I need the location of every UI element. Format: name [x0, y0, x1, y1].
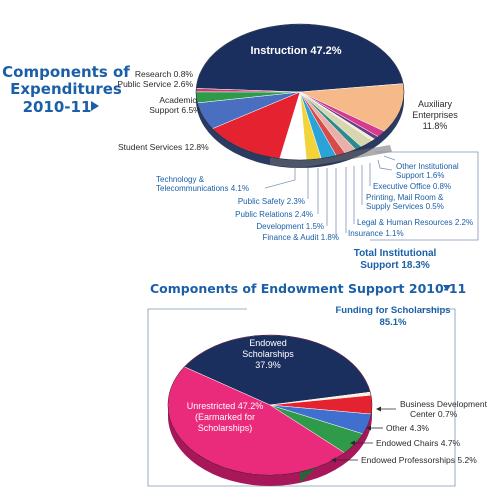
label-other-inst-2: Support 1.6% — [396, 171, 444, 180]
pie-top — [196, 24, 404, 160]
label-research: Research 0.8% — [135, 69, 194, 79]
label-other-end: Other 4.3% — [386, 423, 429, 433]
label-aux-2: Enterprises — [412, 110, 458, 120]
label-unrestricted-2: (Earmarked for — [195, 412, 255, 422]
pie-bottom — [168, 335, 372, 475]
label-funding-1: Funding for Scholarships — [335, 305, 450, 316]
label-public-relations: Public Relations 2.4% — [235, 210, 313, 219]
label-student-services: Student Services 12.8% — [118, 142, 209, 152]
label-insurance: Insurance 1.1% — [348, 229, 404, 238]
label-printing-2: Supply Services 0.5% — [366, 202, 444, 211]
leader-lines-top — [264, 151, 479, 241]
label-technology-2: Telecommunications 4.1% — [156, 184, 249, 193]
label-development: Development 1.5% — [256, 222, 324, 231]
label-academic-1: Academic — [159, 95, 197, 105]
label-scholarships-1: Endowed — [249, 338, 287, 348]
label-total-inst-1: Total Institutional — [354, 248, 437, 259]
label-funding-2: 85.1% — [380, 317, 407, 328]
label-bdc-2: Center 0.7% — [410, 409, 458, 419]
label-other-inst-1: Other Institutional — [396, 162, 459, 171]
endowment-title: Components of Endowment Support 2010-11 — [150, 281, 466, 296]
label-academic-2: Support 6.5% — [149, 105, 201, 115]
pie-slice-instruction — [196, 24, 404, 93]
pie-outline — [195, 23, 405, 161]
label-instruction: Instruction 47.2% — [250, 45, 341, 57]
exp-title-line2: Expenditures — [10, 80, 122, 98]
exp-title-line1: Components of — [2, 63, 130, 81]
label-aux-3: 11.8% — [423, 121, 448, 131]
expenditures-chart — [195, 23, 405, 168]
label-chairs: Endowed Chairs 4.7% — [376, 438, 461, 448]
arrowheads — [331, 406, 381, 463]
section-frame — [147, 308, 456, 487]
exp-title-line3: 2010-11 — [23, 98, 92, 116]
endowment-chart — [167, 334, 373, 486]
label-technology-1: Technology & — [156, 175, 205, 184]
chevron-down-icon — [443, 285, 451, 291]
label-printing-1: Printing, Mail Room & — [366, 193, 444, 202]
pie-outline-bottom — [167, 334, 373, 476]
label-unrestricted-1: Unrestricted 47.2% — [187, 401, 264, 411]
label-aux-1: Auxiliary — [418, 99, 453, 109]
label-scholarships-3: 37.9% — [255, 360, 281, 370]
label-total-inst-2: Support 18.3% — [360, 260, 430, 271]
label-public-service: Public Service 2.6% — [117, 79, 193, 89]
label-public-safety: Public Safety 2.3% — [238, 197, 305, 206]
label-professorships: Endowed Professorships 5.2% — [361, 455, 477, 465]
label-legal-hr: Legal & Human Resources 2.2% — [357, 218, 473, 227]
label-unrestricted-3: Scholarships) — [198, 423, 253, 433]
label-bdc-1: Business Development — [400, 399, 488, 409]
label-scholarships-2: Scholarships — [242, 349, 294, 359]
label-finance-audit: Finance & Audit 1.8% — [263, 233, 340, 242]
play-arrow-icon — [91, 101, 99, 111]
label-executive-office: Executive Office 0.8% — [373, 182, 451, 191]
